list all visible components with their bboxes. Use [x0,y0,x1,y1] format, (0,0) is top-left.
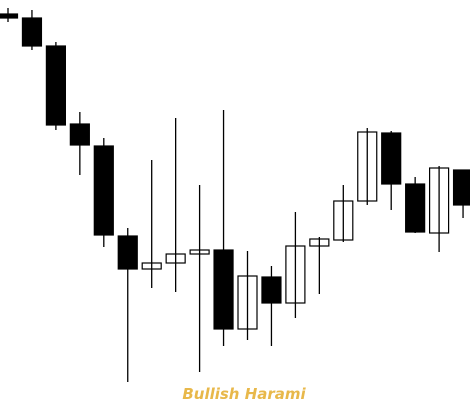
candle-body [452,169,470,206]
annotation: Bullish Harami [182,385,306,403]
candle-body [0,13,19,19]
